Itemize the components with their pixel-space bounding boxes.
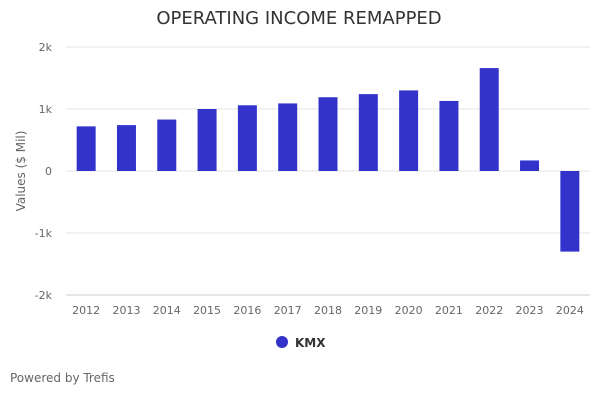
- x-axis-ticks: 2012 2013 2014 2015 2016 2017 2018 2019 2020 2021…: [72, 304, 584, 317]
- bar-2015[interactable]: [197, 109, 217, 171]
- legend[interactable]: KMX: [276, 336, 326, 350]
- y-tick-label: 1k: [39, 103, 53, 116]
- x-tick-label: 2017: [274, 304, 302, 317]
- x-tick-label: 2012: [72, 304, 100, 317]
- bar-2023[interactable]: [520, 160, 540, 171]
- bar-2024[interactable]: [560, 171, 580, 252]
- x-tick-label: 2014: [153, 304, 181, 317]
- x-tick-label: 2021: [435, 304, 463, 317]
- bar-2016[interactable]: [237, 105, 257, 171]
- bar-2019[interactable]: [358, 94, 378, 171]
- legend-swatch-kmx: [276, 336, 288, 348]
- y-tick-label: -2k: [35, 289, 53, 302]
- x-tick-label: 2024: [556, 304, 584, 317]
- bar-2014[interactable]: [157, 119, 177, 171]
- powered-by-footer[interactable]: Powered by Trefis: [10, 371, 115, 385]
- bar-2018[interactable]: [318, 97, 338, 171]
- x-tick-label: 2015: [193, 304, 221, 317]
- x-tick-label: 2019: [354, 304, 382, 317]
- y-tick-label: 2k: [39, 41, 53, 54]
- y-axis-label: Values ($ Mil): [14, 131, 28, 212]
- legend-label-kmx: KMX: [295, 336, 326, 350]
- x-tick-label: 2013: [112, 304, 140, 317]
- bar-2021[interactable]: [439, 100, 459, 171]
- x-tick-label: 2018: [314, 304, 342, 317]
- y-axis-ticks: 2k 1k 0 -1k -2k: [35, 41, 53, 302]
- x-tick-label: 2022: [475, 304, 503, 317]
- bars: [76, 68, 580, 252]
- bar-2022[interactable]: [479, 68, 499, 171]
- x-tick-label: 2020: [395, 304, 423, 317]
- x-tick-label: 2016: [233, 304, 261, 317]
- y-tick-label: -1k: [35, 227, 53, 240]
- x-tick-label: 2023: [516, 304, 544, 317]
- chart-title: OPERATING INCOME REMAPPED: [156, 8, 441, 29]
- bar-2013[interactable]: [116, 125, 136, 171]
- bar-2012[interactable]: [76, 126, 96, 171]
- bar-2020[interactable]: [399, 90, 419, 171]
- y-tick-label: 0: [45, 165, 52, 178]
- bar-2017[interactable]: [278, 103, 298, 171]
